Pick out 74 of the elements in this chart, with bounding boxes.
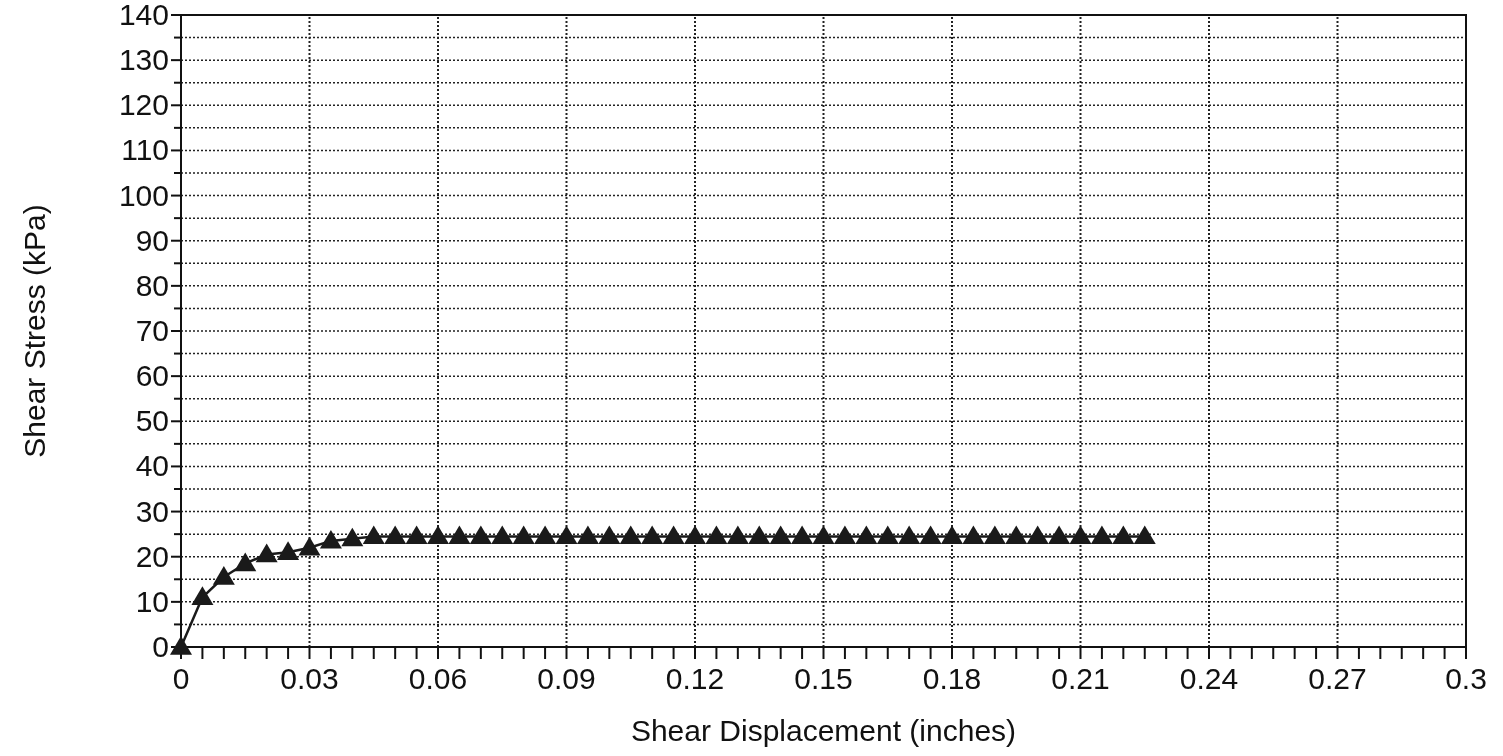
point xyxy=(255,543,278,563)
y-tick-label: 30 xyxy=(135,494,169,528)
y-tick-label: 140 xyxy=(118,0,169,31)
point xyxy=(876,525,899,545)
point xyxy=(212,566,235,585)
point xyxy=(1048,525,1071,545)
point xyxy=(619,525,642,545)
point xyxy=(1026,525,1049,545)
x-tick-label: 0 xyxy=(172,662,190,695)
point xyxy=(277,541,300,560)
point xyxy=(962,525,985,545)
y-axis-title: Shear Stress (kPa) xyxy=(18,204,51,458)
point xyxy=(833,525,856,545)
y-tick-label: 60 xyxy=(135,359,169,393)
point xyxy=(1090,525,1113,545)
point xyxy=(427,525,449,545)
y-tick-label: 0 xyxy=(152,630,169,663)
point xyxy=(491,525,514,545)
point xyxy=(341,527,364,547)
x-tick-label: 0.21 xyxy=(1051,662,1110,695)
point xyxy=(812,525,835,545)
point xyxy=(298,536,321,556)
point xyxy=(769,525,792,545)
y-tick-label: 130 xyxy=(118,43,169,77)
point xyxy=(705,525,728,545)
point xyxy=(170,636,192,655)
point xyxy=(1005,525,1028,545)
point xyxy=(1069,525,1092,545)
point xyxy=(384,525,407,545)
x-tick-label: 0.15 xyxy=(794,662,853,695)
point xyxy=(1133,525,1156,545)
point xyxy=(941,525,963,545)
point xyxy=(726,525,749,545)
y-tick-label: 70 xyxy=(135,314,169,347)
y-tick-label: 40 xyxy=(135,449,169,483)
point xyxy=(748,525,771,545)
point xyxy=(983,525,1006,545)
point xyxy=(598,525,621,545)
point xyxy=(855,525,878,545)
point xyxy=(191,586,214,606)
x-tick-label: 0.18 xyxy=(922,662,982,695)
y-tick-label: 110 xyxy=(121,133,169,167)
x-axis-title: Shear Displacement (inches) xyxy=(630,714,1017,747)
point xyxy=(898,525,921,545)
x-tick-label: 0.09 xyxy=(537,662,596,695)
y-tick-label: 120 xyxy=(118,88,169,122)
point xyxy=(641,525,664,545)
point xyxy=(534,525,557,545)
y-tick-label: 80 xyxy=(135,268,169,302)
point xyxy=(469,525,492,545)
point xyxy=(405,525,428,545)
point xyxy=(919,525,942,545)
x-tick-label: 0.27 xyxy=(1308,662,1367,695)
x-tick-label: 0.24 xyxy=(1179,662,1239,695)
x-tick-label: 0.3 xyxy=(1445,662,1487,695)
y-tick-label: 20 xyxy=(135,539,169,573)
point xyxy=(1112,525,1135,545)
point xyxy=(662,525,685,545)
y-tick-label: 50 xyxy=(135,404,169,438)
point xyxy=(362,525,385,545)
point xyxy=(791,525,814,545)
y-tick-label: 10 xyxy=(135,584,169,618)
point xyxy=(234,552,257,572)
point xyxy=(576,525,599,545)
x-tick-label: 0.12 xyxy=(665,662,725,695)
point xyxy=(448,525,471,545)
x-tick-label: 0.06 xyxy=(408,662,468,695)
x-tick-label: 0.03 xyxy=(280,662,339,695)
y-tick-label: 90 xyxy=(135,223,169,257)
point xyxy=(319,529,342,549)
point xyxy=(555,525,578,545)
point xyxy=(512,525,535,545)
y-tick-label: 100 xyxy=(118,178,169,212)
point xyxy=(684,525,706,545)
